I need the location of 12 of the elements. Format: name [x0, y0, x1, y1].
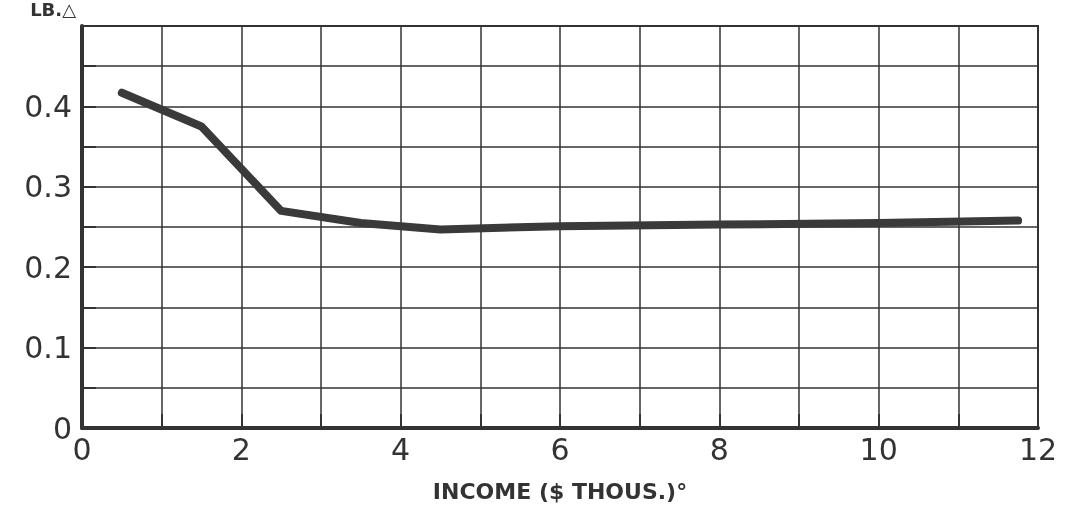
x-tick-label: 2	[231, 431, 251, 467]
y-tick-label: 0.2	[24, 249, 72, 285]
x-tick-label: 10	[859, 431, 898, 467]
x-axis-title: INCOME ($ THOUS.)°	[432, 478, 688, 504]
y-tick-label: 0.3	[24, 169, 72, 205]
x-tick-label: 6	[550, 431, 570, 467]
x-tick-label: 12	[1018, 431, 1058, 467]
y-tick-label: 0.1	[24, 330, 72, 366]
x-tick-label: 4	[391, 431, 411, 467]
y-axis-title: LB.△	[30, 0, 77, 20]
y-tick-label: 0.4	[24, 88, 72, 124]
x-tick-label: 8	[709, 431, 729, 467]
